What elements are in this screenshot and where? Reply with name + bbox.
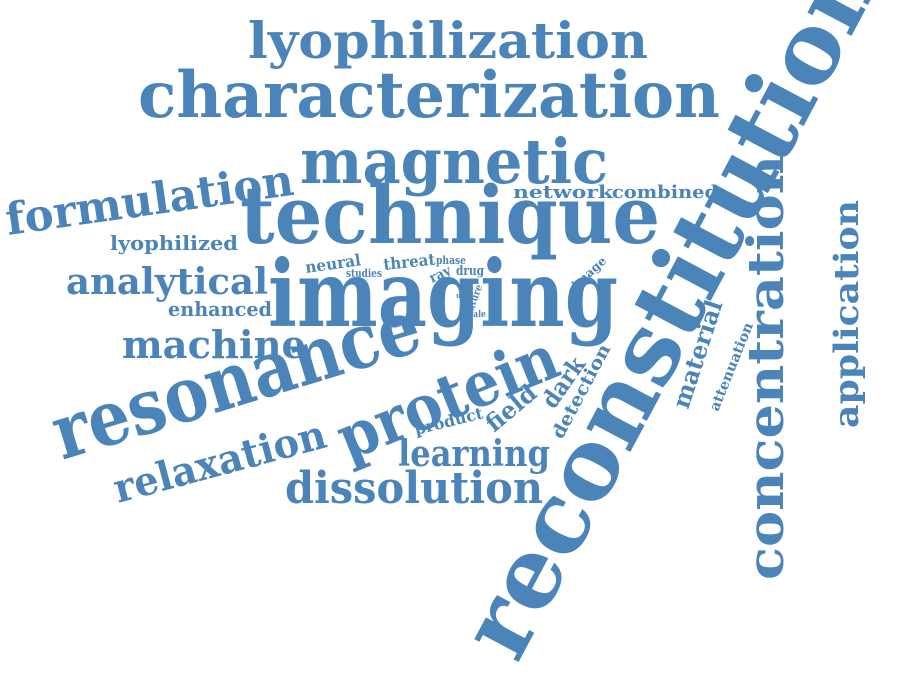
word-enhanced: enhanced (168, 297, 272, 321)
word-uss: uss (456, 291, 468, 300)
word-learning: learning (398, 433, 550, 475)
word-machine: machine (122, 322, 306, 367)
word-combined: combined (612, 182, 718, 203)
word-characterization: characterization (138, 58, 720, 133)
word-magnetic: magnetic (300, 125, 608, 198)
word-phase: phase (436, 254, 466, 267)
word-analytical: analytical (66, 261, 268, 303)
word-studies: studies (346, 267, 382, 280)
word-lyophilization: lyophilization (248, 11, 648, 70)
word-lyophilized: lyophilized (110, 231, 238, 255)
word-dissolution: dissolution (285, 463, 543, 514)
word-imaging: imaging (268, 240, 618, 348)
word-technique: technique (240, 168, 660, 262)
word-application: application (827, 200, 867, 428)
word-network: network (513, 182, 614, 203)
word-concentration: concentration (736, 155, 795, 580)
word-scale: scale (464, 310, 486, 320)
word-drug: drug (456, 264, 484, 279)
